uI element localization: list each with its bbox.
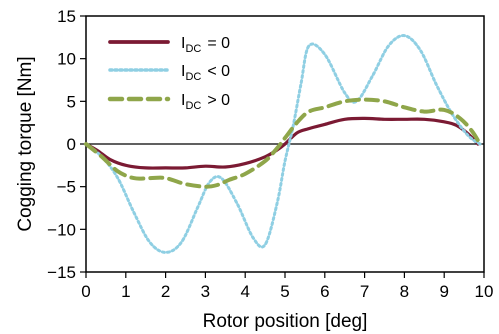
legend-label-relation: < 0 — [207, 63, 230, 80]
legend-label-sub: DC — [185, 100, 201, 112]
y-axis: 15 10 5 0 −5 −10 −15 — [47, 7, 86, 282]
x-axis-title: Rotor position [deg] — [203, 311, 368, 332]
x-axis: 0 1 2 3 4 5 6 7 8 9 10 — [81, 272, 493, 301]
x-tick-label: 3 — [201, 282, 210, 301]
y-tick-label: 0 — [67, 135, 76, 154]
legend-label-3: IDC > 0 — [181, 92, 230, 112]
y-tick-label: 5 — [67, 92, 76, 111]
y-tick-label: 10 — [57, 50, 76, 69]
legend-label-relation: > 0 — [207, 92, 230, 109]
legend-label-main: I — [181, 35, 185, 52]
x-tick-label: 0 — [81, 282, 90, 301]
x-tick-label: 2 — [161, 282, 170, 301]
legend-label-relation: = 0 — [207, 35, 230, 52]
y-axis-title: Cogging torque [Nm] — [15, 56, 36, 231]
x-tick-label: 4 — [240, 282, 249, 301]
legend-label-2: IDC < 0 — [181, 63, 230, 83]
y-tick-label: −10 — [47, 220, 76, 239]
x-tick-label: 10 — [475, 282, 494, 301]
x-tick-label: 1 — [121, 282, 130, 301]
series-layer — [84, 34, 482, 254]
legend-label-1: IDC = 0 — [181, 35, 230, 55]
x-tick-label: 7 — [360, 282, 369, 301]
x-tick-label: 8 — [400, 282, 409, 301]
y-tick-label: 15 — [57, 7, 76, 26]
y-tick-label: −15 — [47, 263, 76, 282]
series-line-2 — [84, 34, 482, 254]
x-tick-label: 5 — [280, 282, 289, 301]
series-line-1 — [84, 116, 480, 170]
legend-label-main: I — [181, 63, 185, 80]
x-tick-label: 9 — [439, 282, 448, 301]
legend-label-sub: DC — [185, 43, 201, 55]
series-line-3 — [84, 97, 482, 189]
x-tick-label: 6 — [320, 282, 329, 301]
legend-label-sub: DC — [185, 71, 201, 83]
y-tick-label: −5 — [57, 178, 76, 197]
legend-label-main: I — [181, 92, 185, 109]
